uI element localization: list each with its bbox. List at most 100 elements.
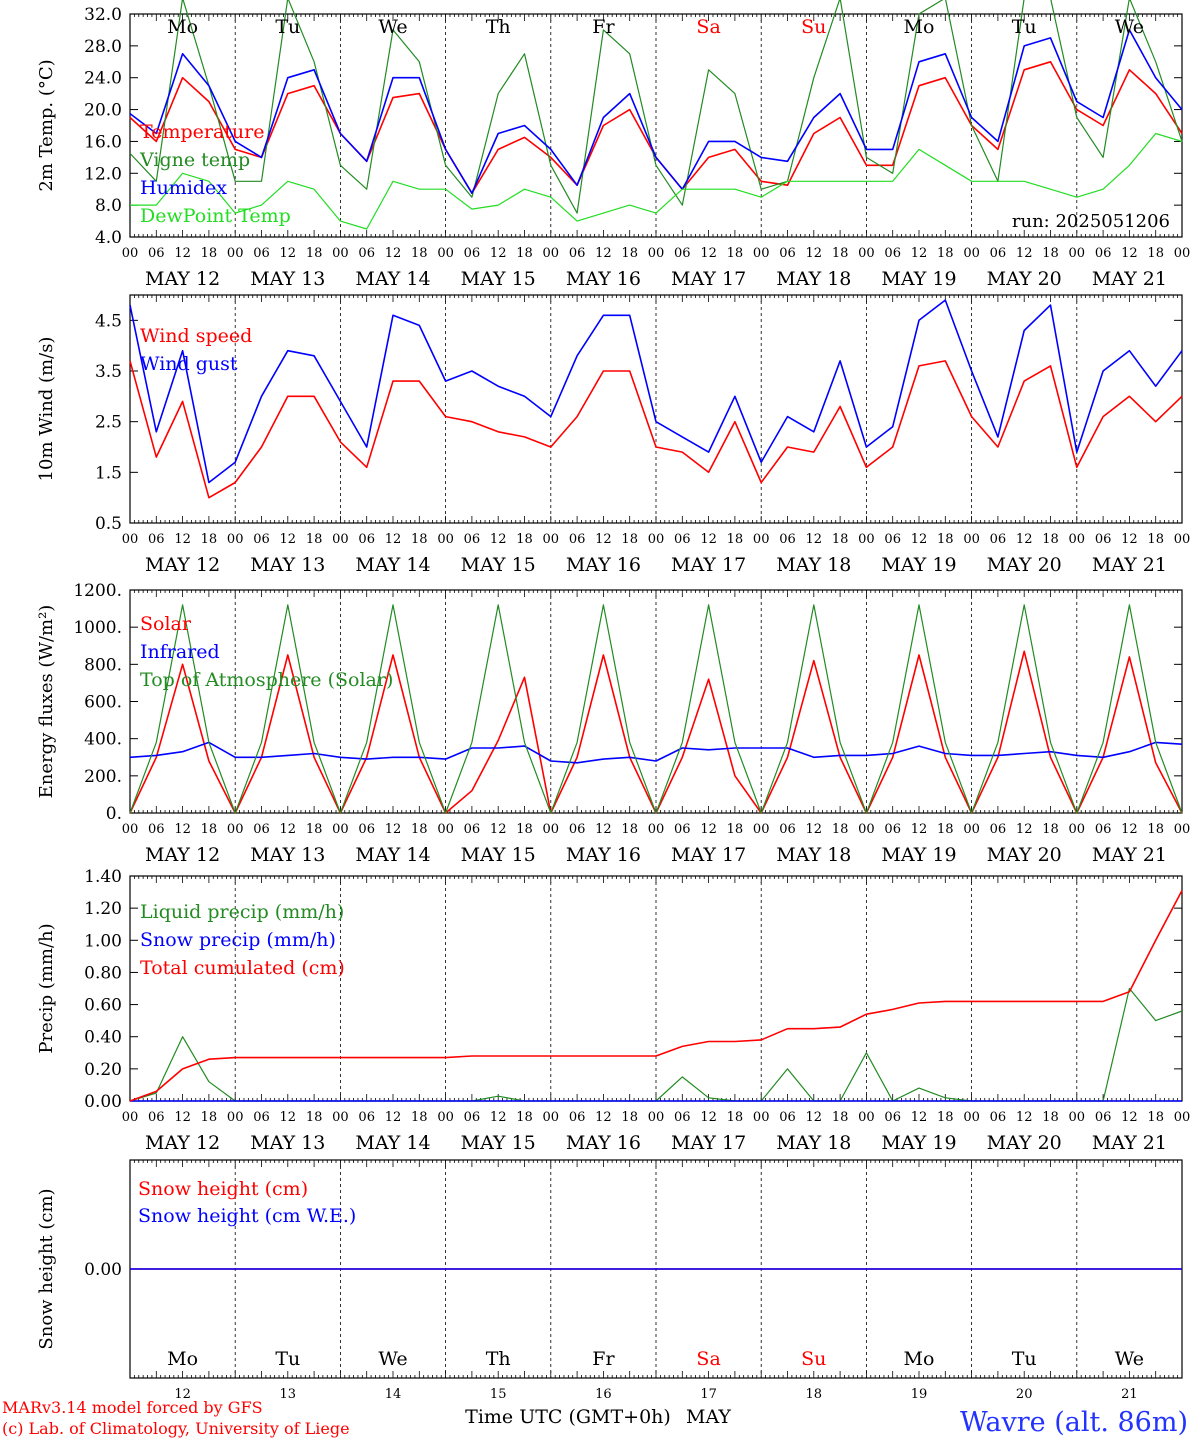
hour-label: 12 — [700, 822, 717, 837]
legend-entry: Snow height (cm) — [138, 1178, 308, 1200]
station-name: Wavre (alt. 86m) — [960, 1407, 1188, 1438]
day-number: 13 — [280, 1387, 297, 1402]
series-line-dewpoint-temp — [130, 132, 1183, 230]
weekday-label: Sa — [696, 1348, 720, 1370]
y-tick-label: 1.00 — [84, 931, 122, 951]
hour-label: 12 — [1121, 246, 1138, 261]
x-axis-label: Time UTC (GMT+0h) — [465, 1406, 671, 1428]
date-label: MAY 16 — [566, 268, 641, 290]
hour-label: 06 — [779, 532, 796, 547]
hour-label: 00 — [1174, 532, 1191, 547]
series-line-wind-gust — [129, 299, 1183, 484]
hour-label: 12 — [1121, 822, 1138, 837]
hour-label: 00 — [122, 246, 139, 261]
weekday-label: Tu — [1012, 16, 1037, 38]
hour-label: 12 — [700, 246, 717, 261]
hour-label: 12 — [280, 1110, 297, 1125]
hour-label: 06 — [358, 822, 375, 837]
y-axis-label: Snow height (cm) — [36, 1188, 57, 1349]
hour-label: 18 — [937, 1110, 954, 1125]
series-line-vigne-temp — [129, 0, 1183, 214]
hour-label: 18 — [1042, 1110, 1059, 1125]
hour-label: 12 — [700, 532, 717, 547]
date-label: MAY 15 — [461, 844, 536, 866]
y-tick-label: 20.0 — [84, 101, 122, 121]
weekday-label: Mo — [167, 1348, 198, 1370]
legend-entry: Temperature — [140, 121, 264, 143]
legend-entry: Snow precip (mm/h) — [140, 929, 336, 951]
date-label: MAY 16 — [566, 1132, 641, 1154]
hour-label: 00 — [1069, 532, 1086, 547]
date-label: MAY 15 — [461, 1132, 536, 1154]
hour-label: 18 — [832, 246, 849, 261]
legend-entry: Infrared — [140, 641, 220, 663]
hour-label: 18 — [306, 532, 323, 547]
legend-entry: Wind gust — [140, 353, 238, 375]
hour-label: 06 — [1095, 822, 1112, 837]
y-tick-label: 0.00 — [84, 1092, 122, 1112]
hour-label: 00 — [437, 1110, 454, 1125]
hour-label: 12 — [595, 1110, 612, 1125]
hour-label: 00 — [332, 1110, 349, 1125]
hour-label: 18 — [411, 246, 428, 261]
y-tick-label: 1200. — [73, 581, 122, 601]
date-label: MAY 16 — [566, 554, 641, 576]
hour-label: 18 — [621, 246, 638, 261]
legend-entry: Vigne temp — [139, 149, 250, 171]
hour-label: 18 — [1147, 246, 1164, 261]
hour-label: 00 — [332, 246, 349, 261]
date-label: MAY 14 — [355, 554, 430, 576]
hour-label: 06 — [884, 246, 901, 261]
hour-label: 12 — [806, 246, 823, 261]
y-tick-label: 200. — [84, 767, 122, 787]
weekday-label: Fr — [592, 1348, 615, 1370]
date-label: MAY 12 — [145, 844, 220, 866]
hour-label: 12 — [911, 246, 928, 261]
weekday-label: Tu — [1012, 1348, 1037, 1370]
hour-label: 06 — [779, 246, 796, 261]
hour-label: 12 — [911, 1110, 928, 1125]
date-label: MAY 14 — [355, 844, 430, 866]
series-line-humidex — [129, 29, 1183, 194]
y-tick-label: 0.00 — [84, 1260, 122, 1280]
hour-label: 12 — [1016, 246, 1033, 261]
hour-label: 12 — [385, 1110, 402, 1125]
y-tick-label: 2.5 — [95, 413, 122, 433]
hour-label: 06 — [148, 246, 165, 261]
y-tick-label: 1.40 — [84, 867, 122, 887]
hour-label: 12 — [806, 1110, 823, 1125]
hour-label: 06 — [464, 532, 481, 547]
legend-entry: Wind speed — [140, 325, 252, 347]
y-tick-label: 32.0 — [84, 5, 122, 25]
weekday-label: We — [1115, 1348, 1144, 1370]
hour-label: 06 — [148, 532, 165, 547]
y-tick-label: 8.0 — [95, 196, 122, 216]
hour-label: 00 — [543, 1110, 560, 1125]
date-label: MAY 21 — [1092, 844, 1167, 866]
date-label: MAY 21 — [1092, 268, 1167, 290]
hour-label: 12 — [806, 822, 823, 837]
date-label: MAY 18 — [776, 554, 851, 576]
day-number: 14 — [385, 1387, 402, 1402]
hour-label: 00 — [648, 532, 665, 547]
hour-label: 00 — [227, 246, 244, 261]
date-label: MAY 17 — [671, 844, 746, 866]
weekday-label: Su — [801, 1348, 826, 1370]
hour-label: 18 — [621, 1110, 638, 1125]
weekday-label: Sa — [696, 16, 720, 38]
hour-label: 18 — [1042, 822, 1059, 837]
y-tick-label: 0.40 — [84, 1028, 122, 1048]
hour-label: 06 — [990, 822, 1007, 837]
date-label: MAY 14 — [355, 1132, 430, 1154]
hour-label: 12 — [1016, 822, 1033, 837]
date-label: MAY 13 — [250, 1132, 325, 1154]
hour-label: 12 — [174, 822, 191, 837]
hour-label: 06 — [674, 822, 691, 837]
hour-label: 12 — [1016, 532, 1033, 547]
date-label: MAY 20 — [987, 1132, 1062, 1154]
date-label: MAY 17 — [671, 268, 746, 290]
hour-label: 18 — [727, 532, 744, 547]
y-axis-label: Energy fluxes (W/m²) — [36, 605, 57, 799]
hour-label: 18 — [411, 822, 428, 837]
hour-label: 18 — [1147, 1110, 1164, 1125]
